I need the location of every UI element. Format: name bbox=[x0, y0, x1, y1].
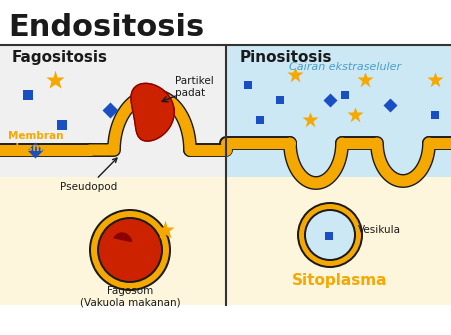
Polygon shape bbox=[131, 83, 174, 141]
Text: Endositosis: Endositosis bbox=[8, 12, 204, 42]
Circle shape bbox=[299, 204, 361, 266]
FancyBboxPatch shape bbox=[226, 45, 451, 180]
Text: Vesikula: Vesikula bbox=[358, 225, 401, 235]
Text: Fagosom
(Vakuola makanan): Fagosom (Vakuola makanan) bbox=[80, 286, 180, 308]
Text: Fagositosis: Fagositosis bbox=[12, 50, 108, 65]
Bar bbox=[276, 96, 284, 104]
Text: Membran
plasma: Membran plasma bbox=[8, 131, 64, 153]
Circle shape bbox=[304, 209, 356, 261]
Circle shape bbox=[97, 217, 163, 283]
Bar bbox=[341, 91, 349, 99]
Text: Partikel
padat: Partikel padat bbox=[175, 76, 214, 98]
Text: Sitoplasma: Sitoplasma bbox=[292, 272, 388, 287]
Bar bbox=[325, 232, 333, 240]
Bar bbox=[244, 81, 252, 89]
Bar bbox=[57, 120, 67, 130]
FancyBboxPatch shape bbox=[0, 0, 451, 45]
Text: Cairan ekstraseluler: Cairan ekstraseluler bbox=[289, 62, 401, 72]
Circle shape bbox=[91, 211, 169, 289]
Circle shape bbox=[297, 202, 363, 268]
Bar bbox=[23, 90, 33, 100]
Circle shape bbox=[99, 219, 161, 281]
Bar bbox=[431, 111, 439, 119]
Bar bbox=[256, 116, 264, 124]
Polygon shape bbox=[114, 233, 132, 242]
Text: Pseudopod: Pseudopod bbox=[60, 158, 117, 192]
Circle shape bbox=[89, 209, 171, 291]
Circle shape bbox=[306, 211, 354, 259]
FancyBboxPatch shape bbox=[0, 45, 226, 180]
FancyBboxPatch shape bbox=[0, 177, 451, 305]
Text: Pinositosis: Pinositosis bbox=[240, 50, 332, 65]
